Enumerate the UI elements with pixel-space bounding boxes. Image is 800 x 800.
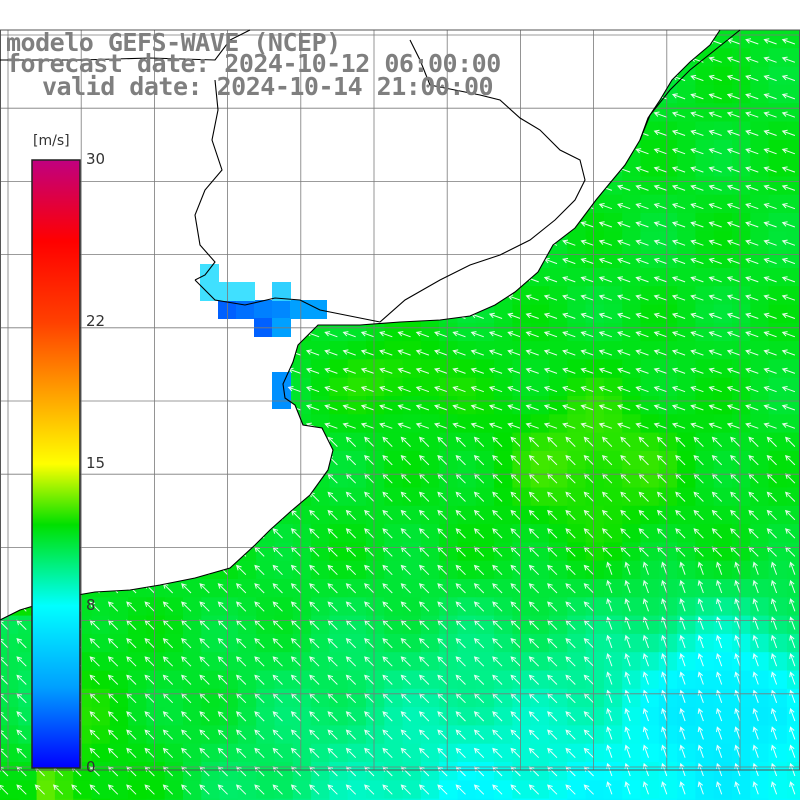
river-plate-north [194, 279, 381, 323]
colorbar-tick-label: 8 [86, 595, 96, 614]
forecast-date: forecast date: 2024-10-12 06:00:00 [6, 49, 501, 78]
border-uruguay [379, 39, 586, 323]
model-title: modelo GEFS-WAVE (NCEP) [6, 28, 341, 57]
valid-date: valid date: 2024-10-14 21:00:00 [42, 72, 494, 101]
coast-lagoon [639, 29, 741, 141]
colorbar-units: [m/s] [33, 133, 70, 149]
coastline [0, 29, 741, 621]
border-north [0, 29, 251, 61]
river-plate-field [200, 264, 327, 409]
wind-speed-field [0, 30, 800, 800]
graticule [0, 29, 800, 771]
colorbar-tick-label: 15 [86, 454, 106, 472]
colorbar-tick-label: 22 [86, 312, 106, 331]
river-uruguay [194, 79, 223, 281]
colorbar-tick-label: 30 [86, 150, 106, 168]
colorbar-tick-label: 0 [86, 758, 96, 776]
coast-atlantic [0, 29, 721, 621]
colorbar-gradient [31, 159, 81, 769]
colorbar [31, 159, 81, 769]
